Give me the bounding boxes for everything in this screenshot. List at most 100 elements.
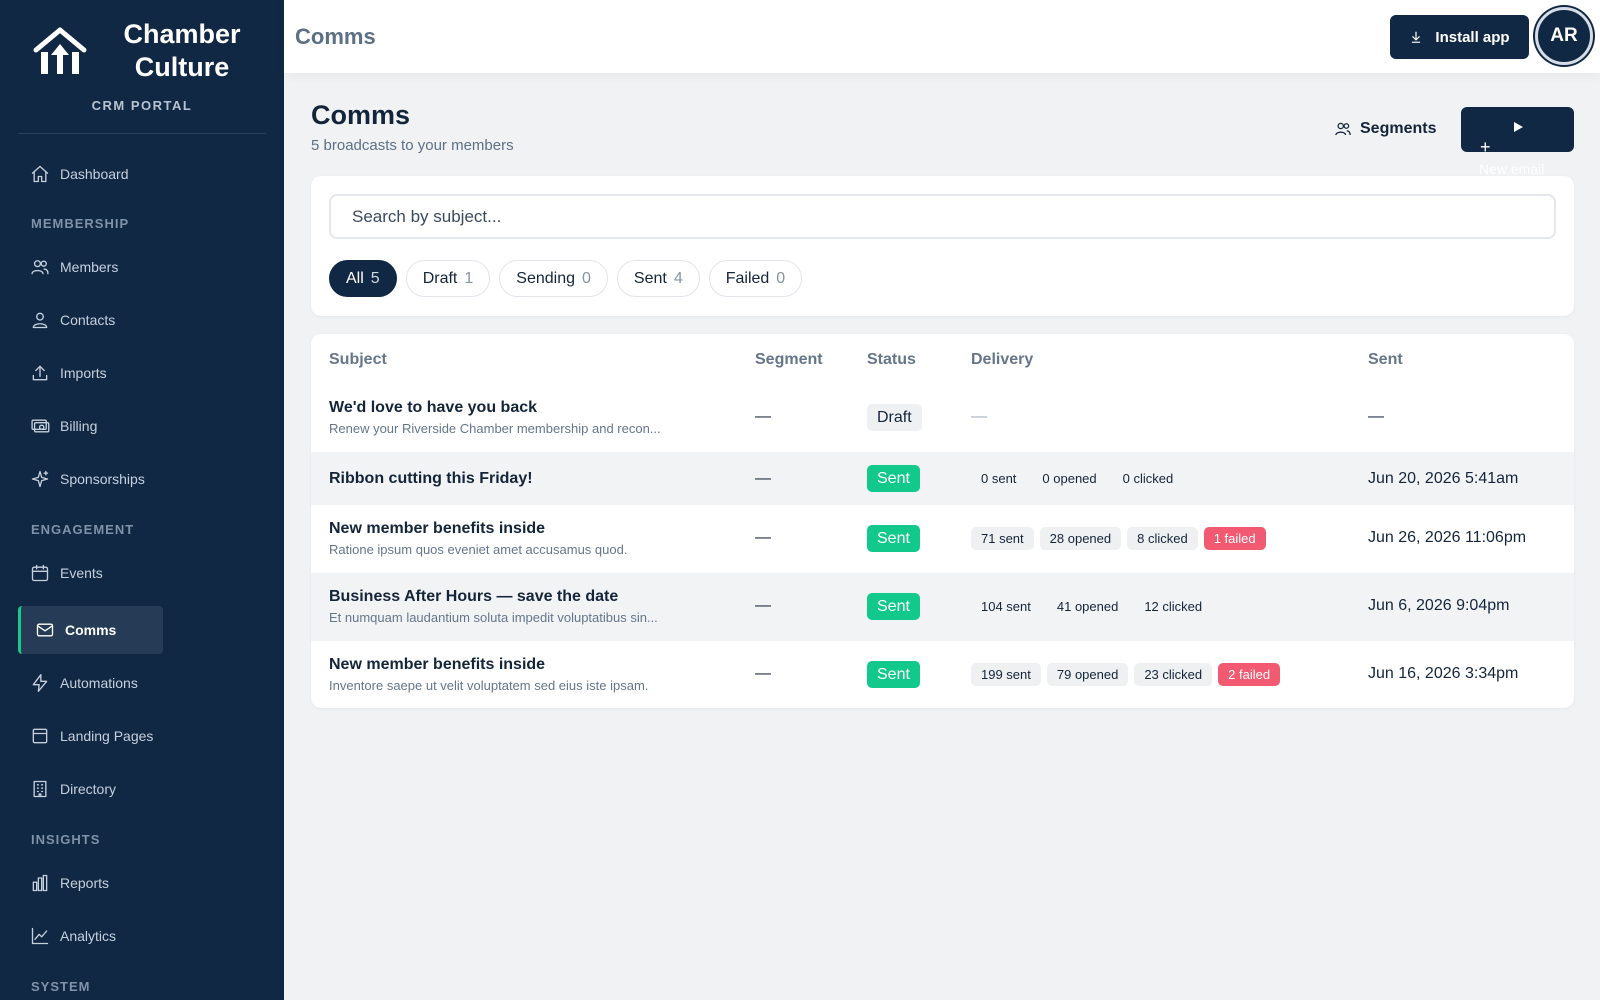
sidebar-item-billing[interactable]: Billing [18, 402, 163, 450]
sidebar-item-members[interactable]: Members [18, 243, 163, 291]
section-insights: INSIGHTS [31, 832, 101, 847]
layout-icon [32, 728, 48, 744]
avatar[interactable]: AR [1535, 7, 1593, 65]
row-segment: — [755, 408, 771, 425]
filter-pill-label: All [346, 269, 364, 287]
table-row[interactable]: New member benefits inside Ratione ipsum… [311, 505, 1574, 573]
row-sent-at: Jun 26, 2026 11:06pm [1368, 529, 1527, 546]
filter-pill-all[interactable]: All 5 [329, 260, 397, 297]
sidebar-item-directory[interactable]: Directory [18, 765, 163, 813]
sidebar-item-sponsorships[interactable]: Sponsorships [18, 455, 163, 503]
row-sent-at: Jun 16, 2026 3:34pm [1368, 665, 1519, 682]
calendar-icon [31, 564, 49, 582]
sidebar-item-analytics[interactable]: Analytics [18, 912, 163, 960]
topbar: Comms Install app AR [284, 0, 1600, 73]
filter-pill-draft[interactable]: Draft 1 [405, 260, 491, 297]
status-badge: Draft [867, 404, 922, 431]
filter-pill-count: 5 [370, 269, 380, 287]
table-row[interactable]: Business After Hours — save the date Et … [311, 573, 1574, 641]
row-sent-at: — [1368, 408, 1384, 425]
delivery-clicked-chip: 0 clicked [1122, 471, 1174, 486]
delivery-stats: 199 sent 79 opened 23 clicked 2 failed [971, 663, 1286, 686]
sidebar-item-label: Members [60, 259, 119, 275]
sidebar-item-label: Landing Pages [60, 728, 154, 744]
sidebar-item-label: Dashboard [60, 166, 129, 182]
section-engagement: ENGAGEMENT [31, 522, 135, 537]
row-subject[interactable]: We'd love to have you back [329, 399, 538, 416]
delivery-sent-chip: 104 sent [981, 599, 1031, 614]
row-subject[interactable]: New member benefits inside [329, 656, 546, 673]
sidebar-item-label: Billing [60, 418, 98, 434]
section-system: SYSTEM [31, 979, 91, 994]
column-header-status[interactable]: Status [867, 351, 916, 368]
filter-pill-label: Sending [516, 269, 575, 287]
filter-pill-count: 1 [464, 269, 474, 287]
page-subtitle: 5 broadcasts to your members [311, 137, 514, 154]
sidebar-item-dashboard[interactable]: Dashboard [18, 150, 163, 198]
delivery-stats: 71 sent 28 opened 8 clicked 1 failed [971, 527, 1272, 550]
segments-label: Segments [1360, 120, 1437, 137]
delivery-clicked-chip: 23 clicked [1134, 663, 1213, 686]
row-segment: — [755, 470, 771, 487]
filter-pill-label: Draft [422, 269, 458, 287]
user-icon [32, 312, 48, 329]
filter-pill-count: 0 [776, 269, 786, 287]
filter-pill-sending[interactable]: Sending 0 [499, 260, 608, 297]
install-app-button[interactable]: Install app [1390, 15, 1529, 59]
filter-pill-label: Failed [725, 269, 770, 287]
status-badge: Sent [867, 465, 920, 492]
row-delivery-empty: — [971, 408, 987, 425]
sidebar-item-automations[interactable]: Automations [18, 659, 163, 707]
filter-pill-sent[interactable]: Sent 4 [616, 260, 700, 297]
segments-button[interactable]: Segments [1334, 116, 1436, 142]
column-header-sent[interactable]: Sent [1368, 351, 1403, 368]
sidebar-item-label: Contacts [60, 312, 116, 328]
section-membership: MEMBERSHIP [31, 216, 130, 231]
table-row[interactable]: We'd love to have you back Renew your Ri… [311, 384, 1574, 452]
page-title: Comms [311, 100, 411, 130]
column-header-subject[interactable]: Subject [329, 351, 387, 368]
sidebar-item-label: Automations [60, 675, 138, 691]
row-preview: Renew your Riverside Chamber membership … [329, 421, 661, 436]
column-header-delivery[interactable]: Delivery [971, 351, 1034, 368]
sidebar-item-label: Sponsorships [60, 471, 145, 487]
brand-name-line2: Culture [134, 52, 230, 82]
table-row[interactable]: New member benefits inside Inventore sae… [311, 641, 1574, 708]
delivery-opened-chip: 41 opened [1056, 599, 1119, 614]
brand: Chamber Culture CRM PORTAL [18, 0, 266, 134]
sidebar-item-landing-pages[interactable]: Landing Pages [18, 712, 163, 760]
line-chart-icon [31, 927, 49, 945]
mail-icon [36, 623, 54, 637]
delivery-stats: 104 sent 41 opened 12 clicked [971, 595, 1218, 618]
delivery-stats: 0 sent 0 opened 0 clicked [971, 467, 1189, 490]
download-icon [1412, 31, 1421, 43]
sidebar-item-contacts[interactable]: Contacts [18, 296, 163, 344]
search-input[interactable] [329, 194, 1556, 239]
lightning-icon [32, 674, 48, 692]
row-subject[interactable]: Ribbon cutting this Friday! [329, 470, 533, 487]
filter-pill-failed[interactable]: Failed 0 [708, 260, 803, 297]
row-subject[interactable]: Business After Hours — save the date [329, 588, 619, 605]
delivery-failed-badge: 2 failed [1218, 663, 1281, 686]
sidebar-item-reports[interactable]: Reports [18, 859, 163, 907]
filter-pill-label: Sent [633, 269, 667, 287]
broadcasts-table: Subject Segment Status Delivery Sent We'… [311, 334, 1574, 708]
status-badge: Sent [867, 525, 920, 552]
sidebar-item-imports[interactable]: Imports [18, 349, 163, 397]
delivery-sent-chip: 199 sent [971, 663, 1041, 686]
row-subject[interactable]: New member benefits inside [329, 520, 546, 537]
delivery-failed-badge: 1 failed [1203, 527, 1266, 550]
delivery-opened-chip: 79 opened [1046, 663, 1129, 686]
delivery-sent-chip: 71 sent [971, 527, 1034, 550]
sidebar-item-events[interactable]: Events [18, 549, 163, 597]
upload-icon [32, 365, 48, 381]
table-row[interactable]: Ribbon cutting this Friday! — Sent 0 sen… [311, 452, 1574, 505]
row-preview: Ratione ipsum quos eveniet amet accusamu… [329, 542, 628, 557]
new-email-button[interactable]: + New email [1461, 107, 1574, 177]
logo-icon [33, 27, 87, 74]
sidebar-item-comms[interactable]: Comms [18, 606, 163, 654]
row-sent-at: Jun 20, 2026 5:41am [1368, 470, 1519, 487]
column-header-segment[interactable]: Segment [755, 351, 823, 368]
row-segment: — [755, 665, 771, 682]
plus-icon: + [1480, 137, 1491, 157]
